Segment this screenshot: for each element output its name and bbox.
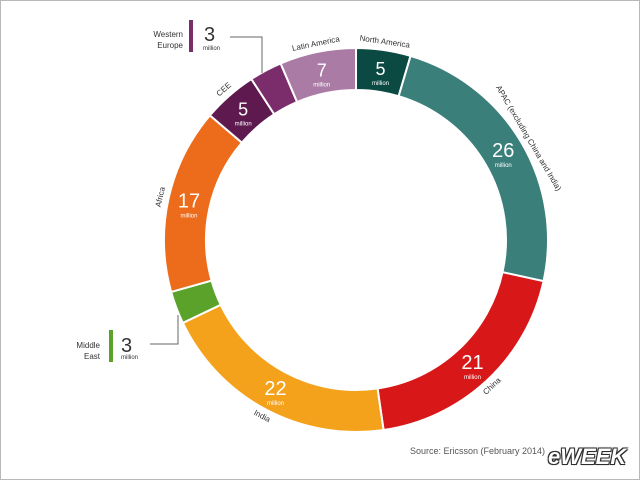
slice-latin-america: [279, 46, 357, 104]
slice-unit-apac-excluding-china-and-india: million: [495, 163, 512, 169]
slice-value-north-america: 5: [376, 59, 386, 79]
slice-china: [376, 270, 545, 432]
callout-western-europe-leader: [230, 36, 263, 73]
eweek-logo: eWEEK: [548, 444, 627, 469]
slice-value-africa: 17: [178, 190, 200, 212]
callout-middle-east-leader: [150, 315, 179, 345]
callout-middle-east: Middle East 3 million: [76, 315, 179, 362]
callout-western-europe-name-line1: Western: [153, 30, 183, 39]
callout-western-europe-unit: million: [203, 46, 220, 52]
callout-middle-east-value: 3: [121, 335, 132, 357]
slice-value-latin-america: 7: [317, 60, 327, 80]
callout-middle-east-unit: million: [121, 355, 138, 361]
slice-unit-north-america: million: [372, 81, 389, 87]
slice-india: [181, 303, 385, 433]
slice-africa: [163, 114, 244, 294]
slice-label-africa: Africa: [154, 186, 167, 208]
callout-western-europe: Western Europe 3 million: [153, 20, 263, 73]
slice-unit-cee: million: [235, 122, 252, 128]
callout-western-europe-name-line2: Europe: [157, 41, 183, 50]
slice-unit-africa: million: [180, 213, 197, 219]
slice-value-china: 21: [461, 352, 483, 374]
slice-unit-china: million: [464, 375, 481, 381]
callout-western-europe-value: 3: [204, 24, 215, 46]
slice-unit-latin-america: million: [313, 82, 330, 88]
callout-western-europe-swatch: [189, 20, 193, 52]
callout-middle-east-swatch: [109, 330, 113, 362]
slice-value-apac-excluding-china-and-india: 26: [492, 140, 514, 162]
slice-value-cee: 5: [238, 100, 248, 120]
slice-unit-india: million: [267, 401, 284, 407]
source-note: Source: Ericsson (February 2014): [410, 446, 546, 456]
callout-middle-east-name-line2: East: [84, 352, 101, 361]
callout-middle-east-name-line1: Middle: [76, 341, 100, 350]
slice-apac-excluding-china-and-india: [397, 54, 549, 283]
slice-value-india: 22: [264, 378, 286, 400]
